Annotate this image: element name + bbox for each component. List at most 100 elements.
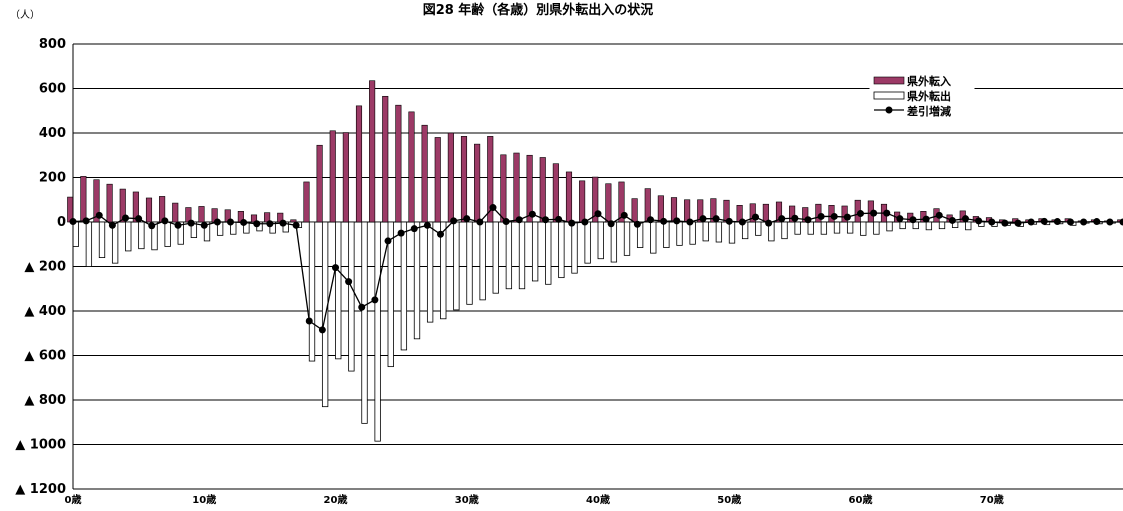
net-change-point [830,212,838,220]
net-change-point [1093,218,1101,226]
bar-out [177,221,184,245]
bar-in [802,207,809,223]
x-tick-label: 50歳 [717,493,741,506]
bar-in [290,219,297,223]
bar-out [72,221,79,247]
y-tick-label: 400 [39,126,66,141]
bar-in [565,171,573,223]
net-change-point [975,217,983,225]
net-change-point [423,221,431,229]
bar-in [198,206,205,223]
net-change-point [1040,217,1048,225]
net-change-line [69,204,1123,334]
chart-title: 図28 年齢（各歳）別県外転出入の状況 [423,2,654,18]
bar-in [474,143,481,223]
net-change-point [1014,219,1022,227]
legend-label: 差引増減 [907,104,951,118]
net-change-point [607,220,615,228]
net-change-point [1106,218,1114,226]
x-tick-label: 10歳 [192,493,216,506]
bar-out [505,221,513,290]
net-change-point [502,218,510,226]
net-change-point [122,214,129,222]
net-change-point [620,211,628,219]
bar-out [781,221,788,240]
bar-out [85,221,93,267]
net-change-point [752,213,759,221]
net-change-point [358,303,366,311]
net-change-point [318,326,326,334]
bar-in [447,132,454,223]
net-change-point [95,211,103,219]
net-change-point [555,215,563,223]
bar-out [938,221,946,230]
bar-out [335,221,342,360]
bar-out [111,221,119,264]
bar-out [702,221,709,242]
net-change-point [857,210,864,218]
bar-in [775,201,783,223]
x-tick-label: 40歳 [586,493,610,506]
bar-out [912,221,919,230]
net-change-point [660,217,668,225]
bar-in [697,199,704,223]
y-tick-label: 800 [39,37,66,52]
bar-in [145,197,153,223]
x-tick-label: 0歳 [65,493,82,506]
bar-in [487,136,494,223]
bar-in [539,157,546,223]
bar-out [125,221,132,252]
net-change-point [1053,218,1061,226]
net-change-point [266,220,274,228]
bar-in [500,154,507,223]
net-change-point [174,221,182,229]
x-tick-label: 30歳 [455,493,479,506]
legend-label: 県外転出 [907,89,951,103]
bar-out [755,221,762,236]
net-change-point [988,218,996,226]
net-change-point [935,211,943,219]
net-change-point [135,215,143,223]
bar-out [545,221,552,285]
bar-in [749,203,756,223]
net-change-point [384,237,392,245]
net-change-point [1080,218,1088,226]
net-change-point [476,218,484,226]
bar-out [361,221,368,424]
net-change-point [1027,218,1035,226]
bar-out [374,221,381,442]
net-change-point [200,221,208,229]
bar-in [369,80,376,223]
net-change-point [909,216,917,224]
net-change-point [253,220,261,228]
net-change-point [82,217,90,225]
net-change-point [305,317,313,325]
net-change-point [463,215,471,223]
net-change-point [817,212,825,220]
bar-out [531,221,539,282]
y-axis-ticks: 800 600 400 200 0 ▲ 200 ▲ 400 ▲ 600 ▲ 800 ▲ 1000 ▲… [15,37,66,497]
bar-out [479,221,486,301]
bar-in [592,176,599,223]
y-tick-label: ▲ 400 [24,304,66,319]
y-tick-label: 200 [39,171,66,186]
net-change-point [686,218,694,226]
bar-out [650,221,657,254]
net-change-point [673,217,681,225]
bar-out [558,221,565,279]
net-change-point [962,215,969,223]
bar-out [348,221,355,372]
bar-out [846,221,854,234]
net-change-point [213,218,221,226]
bar-out [636,221,644,248]
net-change-point [581,218,589,226]
net-change-point [1067,218,1074,226]
net-change-point [279,219,287,227]
net-change-point [1001,219,1009,227]
bar-out [610,221,618,263]
bar-in [355,105,363,223]
bar-out [833,221,841,234]
net-change-point [712,215,720,223]
net-change-point [647,216,654,224]
y-tick-label: 600 [39,82,66,97]
